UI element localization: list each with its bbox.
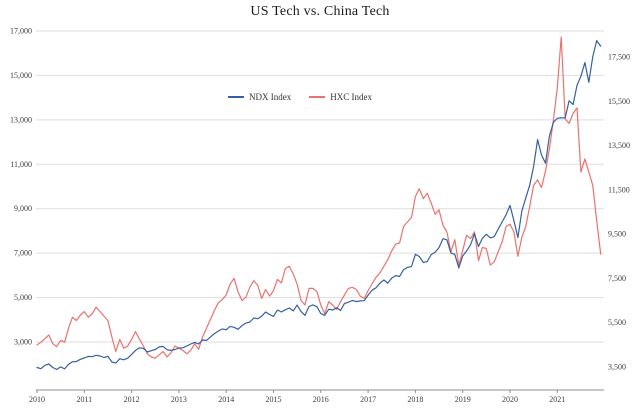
x-axis-tick-label: 2015 bbox=[266, 395, 282, 404]
right-axis-tick-label: 17,500 bbox=[608, 53, 630, 62]
right-axis-tick-label: 9,500 bbox=[608, 230, 626, 239]
right-axis-tick-label: 3,500 bbox=[608, 362, 626, 371]
legend-label-ndx: NDX Index bbox=[249, 92, 292, 102]
right-axis-tick-label: 15,500 bbox=[608, 97, 630, 106]
x-axis-tick-label: 2018 bbox=[407, 395, 423, 404]
ndx-index-line bbox=[36, 39, 602, 371]
x-axis-tick-label: 2021 bbox=[549, 395, 565, 404]
chart-title: US Tech vs. China Tech bbox=[250, 4, 390, 19]
x-axis-tick-label: 2013 bbox=[171, 395, 187, 404]
right-axis-tick-label: 7,500 bbox=[608, 274, 626, 283]
legend-item-ndx: NDX Index bbox=[228, 92, 291, 102]
x-axis-tick-label: 2011 bbox=[76, 395, 92, 404]
x-axis-tick-label: 2012 bbox=[124, 395, 140, 404]
left-axis-tick-label: 13,000 bbox=[10, 115, 32, 124]
left-axis-tick-label: 17,000 bbox=[10, 26, 32, 35]
left-axis-tick-label: 11,000 bbox=[10, 160, 32, 169]
left-axis-tick-label: 3,000 bbox=[14, 337, 32, 346]
left-axis-tick-label: 15,000 bbox=[10, 71, 32, 80]
right-axis-tick-label: 13,500 bbox=[608, 141, 630, 150]
x-axis-tick-label: 2019 bbox=[455, 395, 471, 404]
x-axis-tick-label: 2010 bbox=[29, 395, 45, 404]
hxc-line-swatch bbox=[309, 96, 326, 98]
right-axis-tick-label: 5,500 bbox=[608, 318, 626, 327]
chart-legend: NDX Index HXC Index bbox=[228, 92, 372, 102]
legend-item-hxc: HXC Index bbox=[309, 92, 372, 102]
left-axis-tick-label: 9,000 bbox=[14, 204, 32, 213]
hxc-index-line bbox=[36, 36, 602, 359]
ndx-line-swatch bbox=[228, 96, 244, 98]
x-axis-tick-label: 2016 bbox=[313, 395, 329, 404]
x-axis-tick-label: 2017 bbox=[360, 395, 376, 404]
x-axis-tick-label: 2014 bbox=[218, 395, 234, 404]
left-axis-tick-label: 7,000 bbox=[14, 249, 32, 258]
legend-label-hxc: HXC Index bbox=[330, 92, 372, 102]
left-axis-tick-label: 5,000 bbox=[14, 293, 32, 302]
right-axis-tick-label: 11,500 bbox=[608, 185, 630, 194]
x-axis-tick-label: 2020 bbox=[502, 395, 518, 404]
